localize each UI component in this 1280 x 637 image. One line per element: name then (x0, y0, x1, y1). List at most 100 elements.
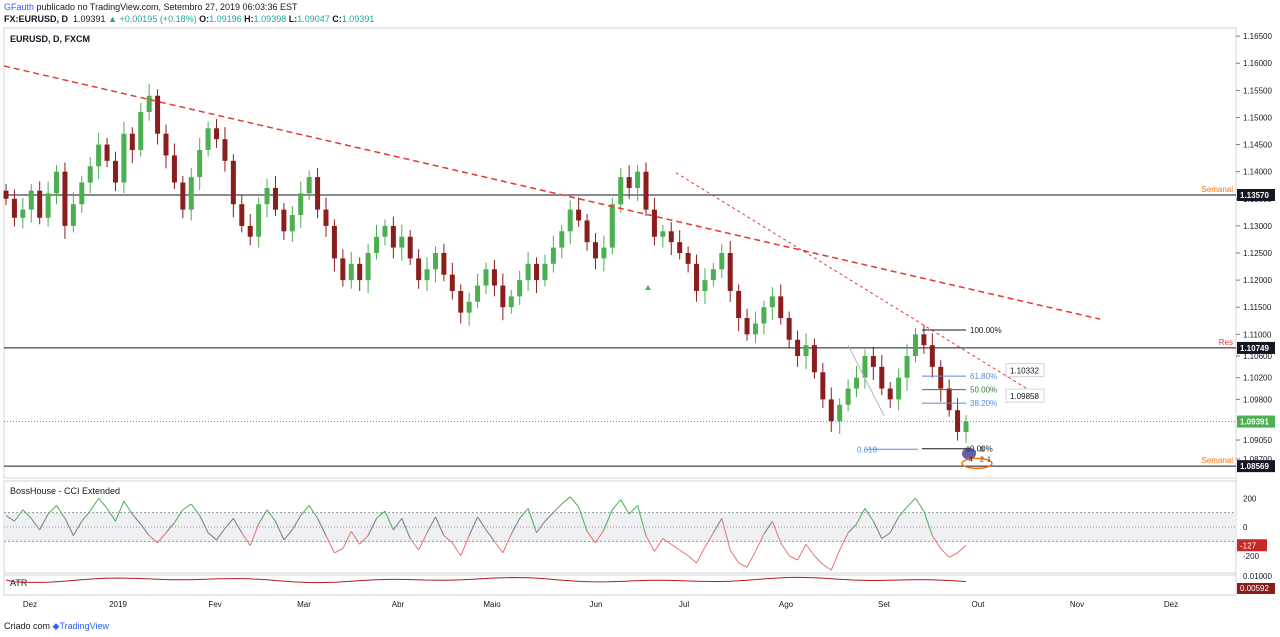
price-label-value: 1.09391 (1240, 418, 1269, 427)
candle-body (70, 204, 76, 226)
candle-body (340, 258, 346, 281)
candle-body (155, 95, 161, 134)
y-tick-label: 1.14500 (1243, 141, 1272, 150)
candle-body (643, 171, 649, 210)
candle-body (887, 388, 893, 400)
y-tick-label: 1.09050 (1243, 436, 1272, 445)
price-label-box (1237, 341, 1275, 354)
candle-body (112, 160, 118, 183)
candle-body (407, 236, 413, 259)
x-tick-label: Mar (297, 600, 311, 609)
cci-line-segment (687, 555, 697, 564)
cci-line-segment (771, 521, 782, 543)
cci-line-segment (283, 529, 293, 541)
cci-line-segment (519, 507, 529, 519)
atr-pane-frame (3, 574, 1237, 596)
x-tick-label: Fev (208, 600, 221, 609)
candle-body (955, 410, 961, 432)
candle-body (559, 231, 565, 248)
candle-body (197, 149, 203, 178)
signal-up-triangle-icon (645, 285, 651, 290)
candle-body (79, 182, 85, 205)
candle-body (180, 182, 186, 210)
high-value: 1.09398 (253, 14, 287, 24)
cci-tick-label: -200 (1243, 552, 1260, 561)
candle-body (576, 209, 582, 221)
candle-body (62, 171, 68, 226)
cci-line-segment (367, 518, 377, 536)
cci-line-segment (468, 516, 479, 536)
y-tick-label: 1.15000 (1243, 113, 1272, 122)
cci-line-segment (123, 500, 133, 515)
candle-body (609, 204, 615, 248)
wave-label: 3 (980, 447, 984, 454)
candle-body (20, 209, 26, 218)
tradingview-link[interactable]: TradingView (59, 621, 109, 631)
candle-body (929, 345, 935, 367)
candle-body (205, 128, 211, 150)
candle-body (104, 144, 110, 161)
atr-line (5, 576, 967, 584)
cci-line-segment (923, 511, 933, 536)
cci-line-segment (898, 506, 908, 518)
candle-body (896, 377, 902, 400)
candle-body (87, 166, 93, 183)
cci-line-segment (291, 515, 302, 531)
low-label: L: (288, 14, 298, 24)
chart-title: EURUSD, D, FXCM (10, 34, 90, 44)
level-name-label: Semanal (1201, 456, 1233, 465)
candle-body (3, 190, 9, 199)
cci-line-segment (830, 549, 841, 571)
x-tick-label: Abr (392, 600, 405, 609)
candle-body (230, 160, 236, 205)
cci-line-segment (342, 531, 352, 549)
cci-line-segment (241, 532, 251, 546)
cci-line-segment (670, 543, 680, 551)
y-tick-label: 1.08700 (1243, 455, 1272, 464)
cci-tick-label: 200 (1243, 494, 1257, 503)
cci-line-segment (22, 509, 32, 519)
price-label-value: 1.08569 (1240, 462, 1269, 471)
candle-body (247, 225, 253, 237)
level-name-label: Semanal (1201, 185, 1233, 194)
cci-line-segment (275, 521, 285, 541)
cci-line-segment (721, 518, 731, 551)
candle-body (348, 263, 354, 281)
candle-body (820, 372, 826, 400)
candle-body (811, 345, 817, 373)
cci-line-segment (224, 518, 234, 529)
candle-body (96, 144, 102, 167)
candle-body (542, 263, 548, 281)
cci-line-segment (712, 518, 723, 534)
candle-body (635, 171, 641, 188)
y-tick-label: 1.11000 (1243, 330, 1272, 339)
candle-body (315, 177, 321, 210)
symbol-header: FX:EURUSD, D 1.09391 ▲ +0.00195 (+0.18%)… (4, 14, 374, 24)
cci-line-segment (435, 516, 445, 536)
candle-body (475, 285, 481, 302)
projection-line (847, 344, 885, 416)
candle-body (432, 253, 438, 270)
candle-body (626, 177, 632, 188)
candle-body (416, 258, 422, 281)
cci-line-segment (637, 505, 647, 536)
cci-line-segment (654, 538, 664, 552)
cci-line-segment (325, 535, 335, 554)
cci-line-segment (915, 497, 925, 512)
price-label-box (1237, 188, 1275, 201)
fib-level-label: 50.00% (970, 386, 997, 395)
cci-line-segment (595, 529, 605, 544)
publish-header: GFauth publicado no TradingView.com, Set… (4, 2, 298, 12)
cci-line-segment (931, 535, 942, 549)
candle-body (28, 190, 34, 210)
y-tick-label: 1.15500 (1243, 86, 1272, 95)
candle-body (567, 209, 573, 232)
high-label: H: (244, 14, 254, 24)
cci-line-segment (738, 562, 748, 568)
cci-line-segment (881, 532, 891, 539)
cci-title: BossHouse - CCI Extended (10, 486, 120, 496)
author-link[interactable]: GFauth (4, 2, 35, 12)
wave-label: 2 (980, 457, 984, 464)
wave-marker (962, 447, 976, 460)
